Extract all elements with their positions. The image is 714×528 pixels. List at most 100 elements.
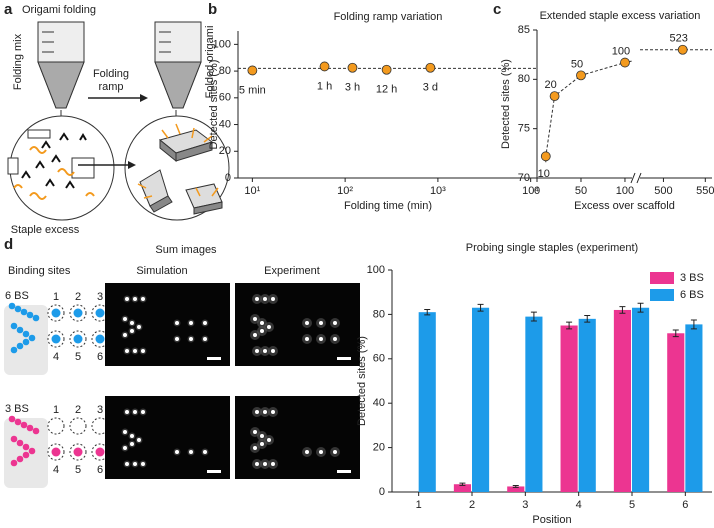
x-tick-label: 1: [416, 499, 422, 511]
site-ring: [47, 330, 65, 348]
chart-title: Extended staple excess variation: [540, 10, 701, 22]
chain-dot: [28, 334, 36, 342]
chart-title: Folding ramp variation: [334, 11, 443, 23]
x-tick-label: 10⁴: [522, 185, 539, 197]
y-axis-label: Detected sites (%): [208, 60, 220, 150]
site: [95, 308, 105, 318]
staples: [21, 132, 87, 189]
point-label: 20: [544, 79, 556, 91]
spot: [189, 450, 193, 454]
y-tick-label: 70: [518, 172, 530, 184]
spot: [319, 337, 323, 341]
y-tick-label: 20: [219, 145, 231, 157]
d-simulation: Simulation: [136, 265, 187, 277]
point: [576, 70, 586, 81]
chain-dot: [22, 330, 30, 338]
y-tick-label: 60: [219, 92, 231, 104]
spot: [123, 430, 127, 434]
chart-title: Probing single staples (experiment): [466, 242, 638, 254]
spot: [130, 321, 134, 325]
x-tick-label: 550: [696, 185, 714, 197]
site-ring: [47, 304, 65, 322]
spot: [255, 462, 259, 466]
spot: [263, 410, 267, 414]
position-label: 5: [75, 351, 81, 363]
bar: [613, 309, 631, 492]
point-label: 50: [571, 58, 583, 70]
x-tick-label: 10³: [430, 185, 446, 197]
spot: [137, 325, 141, 329]
spot: [123, 333, 127, 337]
y-tick-label: 80: [518, 73, 530, 85]
error-bar: [690, 319, 697, 330]
staples-orange: [137, 123, 219, 199]
y-tick-label: 100: [213, 38, 231, 50]
fit-curve: [545, 60, 633, 163]
point-label: 12 h: [376, 84, 397, 96]
spot: [263, 462, 267, 466]
a-excess: Staple excess: [11, 224, 80, 236]
site-ring: [47, 417, 65, 435]
point: [319, 61, 330, 72]
point-label: 10: [538, 168, 550, 180]
site: [95, 447, 105, 457]
chain-dot: [28, 447, 36, 455]
point: [425, 62, 436, 73]
position-label: 3: [97, 404, 103, 416]
spot: [137, 438, 141, 442]
x-tick-label: 500: [654, 185, 672, 197]
y-axis-label: Detected sites (%): [356, 336, 368, 426]
spot: [271, 410, 275, 414]
chain-dot: [26, 311, 34, 319]
spot: [319, 450, 323, 454]
spot: [255, 410, 259, 414]
spot: [305, 321, 309, 325]
legend-swatch: [650, 289, 674, 301]
spot: [133, 297, 137, 301]
bar: [560, 325, 578, 492]
chain-dot: [8, 415, 16, 423]
x-tick-label: 3: [522, 499, 528, 511]
spot: [189, 337, 193, 341]
d-sum-images: Sum images: [155, 244, 217, 256]
a-mix: Folding mix: [12, 33, 24, 90]
point: [381, 64, 392, 75]
site: [73, 308, 83, 318]
position-label: 2: [75, 291, 81, 303]
spot: [203, 321, 207, 325]
a-title: Origami folding: [22, 4, 96, 16]
spot: [175, 450, 179, 454]
x-tick-label: 0: [534, 185, 540, 197]
micrograph: [105, 396, 230, 479]
chain-dot: [22, 443, 30, 451]
error-bar: [672, 329, 679, 338]
scale-bar: [337, 357, 351, 360]
panel-label: b: [208, 1, 217, 18]
spot: [141, 462, 145, 466]
spot: [305, 450, 309, 454]
site-ring: [69, 330, 87, 348]
point-label: 1 h: [317, 80, 332, 92]
a-ramp: ramp: [98, 81, 123, 93]
site: [51, 308, 61, 318]
y-tick-label: 40: [373, 397, 385, 409]
spot: [203, 450, 207, 454]
point: [620, 57, 630, 68]
bar: [418, 312, 436, 492]
micrograph: [105, 283, 230, 366]
spot: [333, 450, 337, 454]
tube-marks: [42, 31, 54, 53]
x-axis-label: Position: [532, 514, 571, 526]
spot: [130, 434, 134, 438]
d-3bs: 3 BS: [5, 403, 29, 415]
bar: [472, 307, 490, 492]
spot: [125, 410, 129, 414]
a-ramp: Folding: [93, 68, 129, 80]
x-tick-label: 10¹: [244, 185, 260, 197]
panel-label: d: [4, 236, 13, 253]
spot: [263, 349, 267, 353]
spot: [255, 297, 259, 301]
d-binding-sites: Binding sites: [8, 265, 71, 277]
spot: [253, 430, 257, 434]
error-bar: [566, 321, 573, 330]
